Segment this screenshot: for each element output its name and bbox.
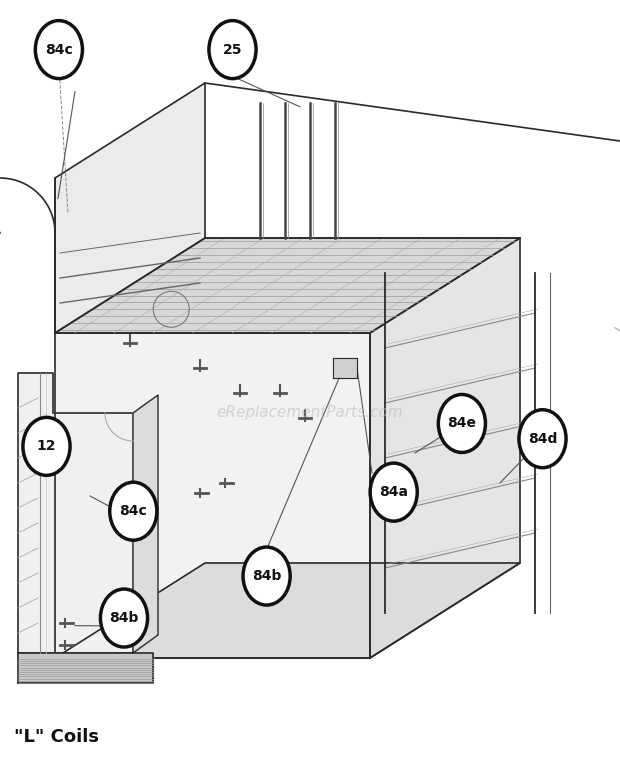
Text: 84b: 84b <box>252 569 281 583</box>
Ellipse shape <box>519 410 566 468</box>
Polygon shape <box>18 653 153 683</box>
Text: 84a: 84a <box>379 485 408 499</box>
Text: 25: 25 <box>223 43 242 56</box>
Polygon shape <box>55 83 205 333</box>
Polygon shape <box>18 373 133 653</box>
Text: 84c: 84c <box>45 43 73 56</box>
Ellipse shape <box>209 21 256 79</box>
Polygon shape <box>55 563 520 658</box>
Polygon shape <box>133 395 158 653</box>
Text: 12: 12 <box>37 439 56 453</box>
Ellipse shape <box>35 21 82 79</box>
Text: 84d: 84d <box>528 432 557 446</box>
Text: eReplacementParts.com: eReplacementParts.com <box>216 404 404 420</box>
Ellipse shape <box>243 547 290 605</box>
Text: 84e: 84e <box>448 417 476 430</box>
Polygon shape <box>333 358 357 378</box>
Polygon shape <box>370 238 520 658</box>
Ellipse shape <box>110 482 157 540</box>
Text: 84b: 84b <box>109 611 139 625</box>
Ellipse shape <box>370 463 417 521</box>
Ellipse shape <box>438 394 485 452</box>
Ellipse shape <box>100 589 148 647</box>
Text: "L" Coils: "L" Coils <box>14 728 99 746</box>
Text: 84c: 84c <box>120 504 147 518</box>
Polygon shape <box>55 333 370 658</box>
Ellipse shape <box>23 417 70 475</box>
Polygon shape <box>55 238 520 333</box>
